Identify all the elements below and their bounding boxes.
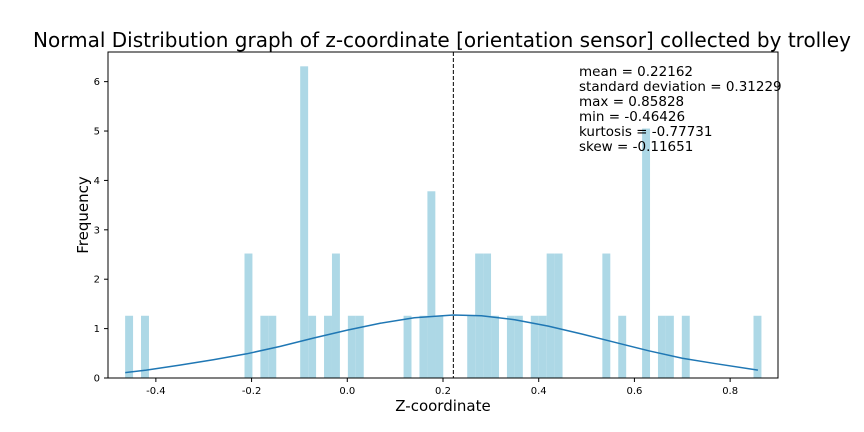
histogram-bar xyxy=(681,315,690,378)
histogram-bar xyxy=(530,315,539,378)
y-tick-label: 0 xyxy=(94,374,100,385)
histogram-bar xyxy=(355,315,364,378)
histogram-bar xyxy=(427,191,436,378)
histogram-bar xyxy=(347,315,356,378)
y-tick-label: 1 xyxy=(94,324,100,335)
histogram-bar xyxy=(324,315,332,378)
stats-line: min = -0.46426 xyxy=(579,109,685,125)
histogram-bar xyxy=(244,253,253,378)
histogram-bar xyxy=(125,315,134,378)
x-tick-label: 0.4 xyxy=(531,386,547,397)
normal-curve-line xyxy=(125,314,759,374)
histogram-bar xyxy=(538,315,547,378)
stats-line: max = 0.85828 xyxy=(579,94,684,110)
histogram-bar xyxy=(467,315,476,378)
histogram-bar xyxy=(260,315,269,378)
histogram-bar xyxy=(491,315,499,378)
y-tick-label: 5 xyxy=(94,127,100,138)
y-tick-label: 4 xyxy=(94,176,100,187)
normal-curve xyxy=(125,314,759,374)
histogram-bar xyxy=(514,315,523,378)
histogram-bar xyxy=(308,315,317,378)
histogram-bars xyxy=(125,66,762,378)
y-axis-ticks: 0 1 2 3 4 5 6 xyxy=(94,77,108,385)
histogram-bar xyxy=(331,253,340,378)
histogram-bar xyxy=(268,315,277,378)
x-tick-label: 0.6 xyxy=(626,386,642,397)
stats-line: skew = -0.11651 xyxy=(579,139,693,155)
y-tick-label: 6 xyxy=(94,77,100,88)
x-tick-label: 0.0 xyxy=(339,386,355,397)
y-axis-label: Frequency xyxy=(74,176,92,254)
histogram-bar xyxy=(602,253,611,378)
x-axis-label: Z-coordinate xyxy=(395,397,490,415)
stats-line: kurtosis = -0.77731 xyxy=(579,124,712,140)
x-tick-label: 0.8 xyxy=(722,386,738,397)
stats-line: standard deviation = 0.31229 xyxy=(579,79,782,95)
histogram-bar xyxy=(665,315,674,378)
histogram-bar xyxy=(753,315,762,378)
x-tick-label: 0.2 xyxy=(435,386,451,397)
histogram-bar xyxy=(546,253,555,378)
y-tick-label: 3 xyxy=(94,225,100,236)
histogram-bar xyxy=(300,66,309,378)
histogram-bar xyxy=(506,315,515,378)
histogram-bar xyxy=(554,253,563,378)
histogram-bar xyxy=(403,315,412,378)
histogram-bar xyxy=(618,315,627,378)
histogram-bar xyxy=(435,315,444,378)
y-tick-label: 2 xyxy=(94,275,100,286)
chart-title: Normal Distribution graph of z-coordinat… xyxy=(33,28,851,52)
histogram-bar xyxy=(642,128,651,378)
histogram-bar xyxy=(419,315,428,378)
x-axis-ticks: -0.4 -0.2 0.0 0.2 0.4 0.6 0.8 xyxy=(146,378,738,397)
x-tick-label: -0.4 xyxy=(146,386,166,397)
histogram-bar xyxy=(657,315,666,378)
x-tick-label: -0.2 xyxy=(242,386,262,397)
histogram-bar xyxy=(141,315,149,378)
stats-line: mean = 0.22162 xyxy=(579,64,693,80)
